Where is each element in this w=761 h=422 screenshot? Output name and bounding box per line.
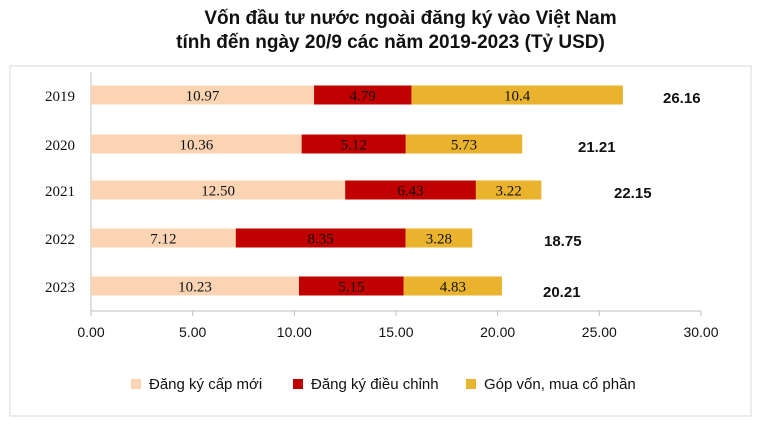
chart-frame (9, 65, 752, 417)
bar-segment (403, 276, 502, 296)
total-label: 22.15 (614, 185, 652, 202)
bar-segment (411, 85, 623, 105)
bar-segment (91, 85, 315, 105)
y-tick-label: 2019 (45, 89, 75, 105)
x-tick-label: 15.00 (378, 324, 413, 340)
plot-area: 0.00 5.00 10.00 15.00 20.00 25.00 30.00 2019 10.… (45, 72, 719, 340)
data-label: 3.22 (496, 184, 522, 200)
data-label: 10.36 (179, 138, 213, 154)
total-label: 18.75 (544, 233, 582, 250)
bar-segment (345, 180, 476, 200)
y-tick-label: 2020 (45, 138, 75, 154)
legend: Đăng ký cấp mới Đăng ký điều chỉnh Góp vốn… (131, 376, 636, 393)
bar-segment (405, 134, 523, 154)
data-label: 10.4 (504, 89, 531, 105)
data-label: 4.79 (350, 89, 376, 105)
bar-segment (91, 134, 302, 154)
x-tick-label: 5.00 (179, 324, 206, 340)
data-label: 10.23 (178, 280, 212, 296)
data-label: 4.83 (440, 280, 466, 296)
x-tick-label: 30.00 (683, 324, 718, 340)
legend-swatch (466, 379, 476, 389)
y-tick-label: 2023 (45, 280, 75, 296)
x-tick-label: 10.00 (277, 324, 312, 340)
data-label: 5.15 (338, 280, 364, 296)
y-tick-label: 2021 (45, 184, 75, 200)
legend-swatch (293, 379, 303, 389)
legend-label: Góp vốn, mua cổ phần (484, 376, 636, 393)
legend-swatch (131, 379, 141, 389)
bar-segment (299, 276, 404, 296)
y-tick-label: 2022 (45, 232, 75, 248)
bar-segment (405, 228, 473, 248)
legend-label: Đăng ký cấp mới (149, 376, 262, 393)
bar-segment (301, 134, 406, 154)
data-label: 7.12 (150, 232, 176, 248)
data-label: 6.43 (397, 184, 423, 200)
total-label: 26.16 (663, 90, 701, 107)
data-label: 3.28 (426, 232, 452, 248)
data-label: 8.35 (308, 232, 334, 248)
bar-segment (91, 228, 236, 248)
x-tick-label: 0.00 (77, 324, 104, 340)
bar-segment (314, 85, 412, 105)
total-label: 20.21 (543, 284, 581, 301)
chart-title-line-1: Vốn đầu tư nước ngoài đăng ký vào Việt N… (204, 8, 617, 29)
data-label: 12.50 (201, 184, 235, 200)
chart-title-line-2: tính đến ngày 20/9 các năm 2019-2023 (Tỷ… (176, 32, 605, 53)
bar-segment (91, 180, 346, 200)
bar-segment (235, 228, 406, 248)
x-tick-label: 25.00 (582, 324, 617, 340)
legend-label: Đăng ký điều chỉnh (311, 376, 439, 393)
bar-segment (91, 276, 300, 296)
bar-segment (475, 180, 542, 200)
data-label: 5.73 (451, 138, 477, 154)
data-label: 5.12 (341, 138, 367, 154)
x-tick-label: 20.00 (480, 324, 515, 340)
total-label: 21.21 (578, 139, 616, 156)
data-label: 10.97 (186, 89, 220, 105)
